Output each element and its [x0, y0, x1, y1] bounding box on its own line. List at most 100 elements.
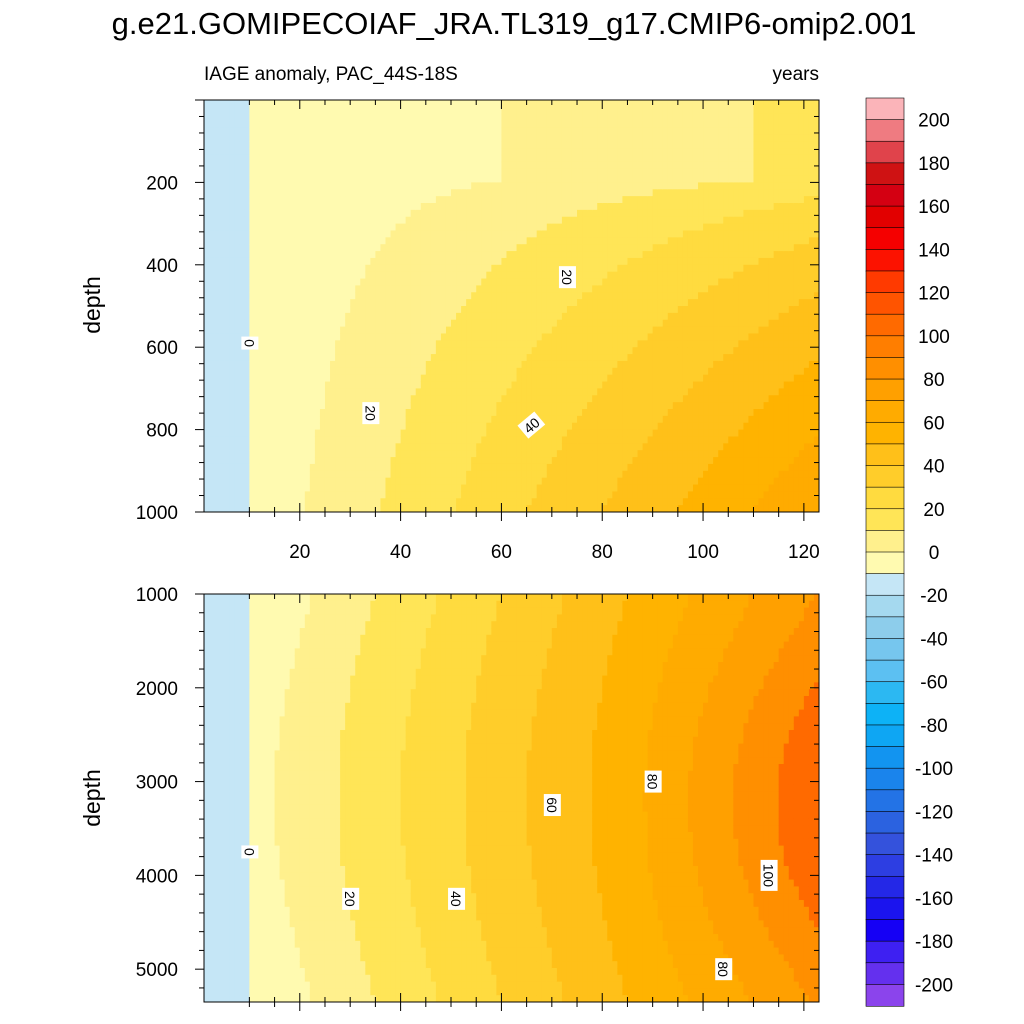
colorbar-label: 160	[918, 197, 950, 218]
y-tick-label: 200	[146, 173, 178, 194]
x-tick-label: 120	[788, 542, 820, 563]
colorbar-label: -120	[915, 802, 953, 823]
contour-fill	[204, 594, 819, 1002]
x-tick-label: 60	[491, 542, 512, 563]
colorbar-label: 120	[918, 284, 950, 305]
colorbar-swatch	[865, 292, 905, 315]
contour-fill	[204, 100, 819, 512]
y-tick-label: 5000	[136, 960, 178, 981]
contour-label: 20	[362, 402, 380, 425]
colorbar-label: 60	[923, 413, 944, 434]
colorbar-label: 200	[918, 111, 950, 132]
colorbar-label: 20	[923, 500, 944, 521]
colorbar-swatch	[865, 638, 905, 661]
colorbar-swatch	[865, 421, 905, 445]
lower-panel: 1000 2000 3000 4000 5000 0 20 40 60 80 100 80	[136, 585, 820, 1011]
colorbar-swatch	[865, 184, 905, 207]
contour-labels: 0 20 20 40	[241, 266, 576, 439]
contour-labels: 0 20 40 60 80 100 80	[241, 770, 778, 981]
colorbar: 200180160140120100806040200-20-40-60-80-…	[865, 97, 953, 1007]
colorbar-swatch	[865, 227, 905, 250]
colorbar-label: 40	[923, 457, 944, 478]
upper-panel: 20 40 60 80 100 120 200 400 600 800 1000 0 20 20 40	[136, 99, 820, 563]
colorbar-swatch	[865, 919, 905, 942]
colorbar-label: 100	[918, 327, 950, 348]
y-tick-label: 2000	[136, 679, 178, 700]
x-tick-label: 20	[289, 542, 310, 563]
axis-ticks	[195, 593, 819, 1011]
colorbar-swatch	[865, 270, 905, 294]
colorbar-label: -40	[920, 629, 947, 650]
colorbar-swatch	[865, 249, 905, 272]
colorbar-label: -80	[920, 716, 947, 737]
contour-label: 60	[543, 794, 561, 817]
y-tick-label: 800	[146, 421, 178, 442]
y-tick-label: 1000	[136, 585, 178, 606]
colorbar-swatch	[865, 984, 905, 1007]
colorbar-swatch	[865, 335, 905, 359]
axis-ticks	[195, 99, 819, 521]
y-tick-label: 600	[146, 338, 178, 359]
colorbar-swatch	[865, 313, 905, 337]
colorbar-swatch	[865, 703, 905, 726]
colorbar-label: -60	[920, 673, 947, 694]
y-tick-label: 4000	[136, 866, 178, 887]
colorbar-swatch	[865, 940, 905, 964]
x-tick-label: 80	[592, 542, 613, 563]
colorbar-swatch	[865, 140, 905, 164]
colorbar-label: 80	[923, 370, 944, 391]
colorbar-swatch	[865, 854, 905, 877]
colorbar-swatch	[865, 443, 905, 467]
subtitle-left: IAGE anomaly, PAC_44S-18S	[204, 64, 458, 85]
colorbar-swatch	[865, 724, 905, 748]
colorbar-swatch	[865, 357, 905, 380]
contour-label: 20	[342, 887, 360, 910]
subtitle-right: years	[773, 64, 819, 85]
colorbar-swatch	[865, 551, 905, 575]
colorbar-swatch	[865, 832, 905, 856]
plot-frame	[203, 593, 820, 1003]
x-tick-label: 40	[390, 542, 411, 563]
colorbar-swatch	[865, 378, 905, 402]
colorbar-label: -200	[915, 975, 953, 996]
colorbar-label: 180	[918, 154, 950, 175]
contour-label: 40	[448, 887, 466, 910]
contour-label: 80	[715, 958, 733, 981]
colorbar-swatch	[865, 400, 905, 423]
contour-label: 0	[241, 336, 259, 350]
colorbar-label: -100	[915, 759, 953, 780]
colorbar-swatch	[865, 659, 905, 683]
colorbar-swatch	[865, 97, 905, 121]
contour-label: 20	[558, 266, 576, 289]
x-tick-label: 100	[687, 542, 719, 563]
colorbar-swatch	[865, 530, 905, 553]
y-tick-label: 1000	[136, 503, 178, 524]
colorbar-swatch	[865, 811, 905, 834]
colorbar-swatch	[865, 616, 905, 640]
contour-label: 80	[644, 770, 662, 793]
colorbar-swatch	[865, 875, 905, 899]
colorbar-swatch	[865, 573, 905, 596]
colorbar-label: -160	[915, 889, 953, 910]
colorbar-label: -180	[915, 932, 953, 953]
colorbar-swatch	[865, 594, 905, 618]
colorbar-swatch	[865, 962, 905, 985]
colorbar-swatch	[865, 767, 905, 791]
colorbar-label: 0	[929, 543, 940, 564]
colorbar-swatch	[865, 465, 905, 488]
y-tick-label: 3000	[136, 773, 178, 794]
lower-ylabel: depth	[79, 769, 105, 827]
colorbar-swatch	[865, 897, 905, 921]
colorbar-swatch	[865, 119, 905, 142]
plot-frame	[203, 99, 820, 513]
colorbar-swatch	[865, 746, 905, 769]
contour-label: 40	[517, 411, 546, 439]
colorbar-swatch	[865, 486, 905, 510]
colorbar-label: -140	[915, 846, 953, 867]
colorbar-swatch	[865, 681, 905, 704]
colorbar-label: 140	[918, 240, 950, 261]
figure-title: g.e21.GOMIPECOIAF_JRA.TL319_g17.CMIP6-om…	[112, 6, 917, 41]
y-tick-label: 400	[146, 256, 178, 277]
contour-label: 100	[760, 859, 778, 891]
